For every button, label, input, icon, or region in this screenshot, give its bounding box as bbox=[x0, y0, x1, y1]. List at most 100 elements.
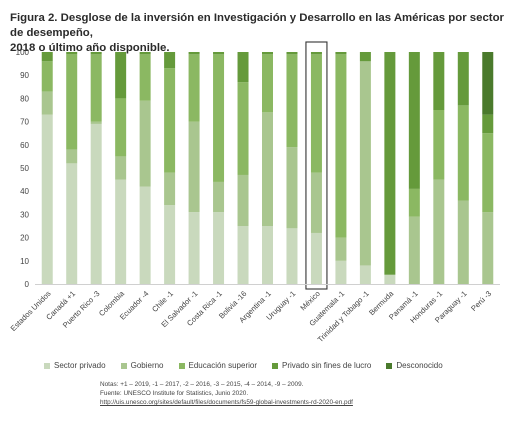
bar-segment-gobierno-panama-1 bbox=[408, 216, 420, 284]
bar-segment-privado-sin-fines-de-lucro-colombia bbox=[115, 52, 127, 99]
bar-segment-sector-privado-costa-rica-1 bbox=[213, 212, 225, 284]
bar-segment-privado-sin-fines-de-lucro-puerto-rico-3 bbox=[90, 52, 102, 55]
bar-segment-privado-sin-fines-de-lucro-canada-1 bbox=[66, 52, 78, 55]
bar-segment-sector-privado-puerto-rico-3 bbox=[90, 123, 102, 284]
bar-segment-educacion-superior-chile-1 bbox=[164, 68, 176, 173]
bar-segment-gobierno-mexico bbox=[310, 172, 322, 233]
bar-segment-educacion-superior-el-salvador-1 bbox=[188, 54, 200, 122]
y-tick-label: 50 bbox=[20, 164, 29, 173]
bar-segment-educacion-superior-panama-1 bbox=[408, 188, 420, 217]
bar-segment-educacion-superior-estados-unidos bbox=[41, 61, 53, 92]
bar-segment-privado-sin-fines-de-lucro-bolivia-16 bbox=[237, 52, 249, 83]
bar-segment-educacion-superior-peru-3 bbox=[482, 133, 494, 213]
legend-swatch-educacion-superior bbox=[178, 362, 185, 369]
legend-item-educacion-superior: Educación superior bbox=[178, 361, 257, 370]
bar-segment-sector-privado-ecuador-4 bbox=[139, 186, 151, 284]
bar-segment-sector-privado-bolivia-16 bbox=[237, 226, 249, 284]
highlight-box-mexico bbox=[305, 41, 328, 290]
y-tick-label: 90 bbox=[20, 71, 29, 80]
bar-segment-gobierno-uruguay-1 bbox=[286, 147, 298, 229]
bar-segment-privado-sin-fines-de-lucro-trinidad-y-tobago-1 bbox=[359, 52, 371, 62]
bar-segment-gobierno-paraguay-1 bbox=[457, 200, 469, 284]
bar-segment-gobierno-colombia bbox=[115, 156, 127, 180]
bar-segment-privado-sin-fines-de-lucro-mexico bbox=[310, 52, 322, 55]
bar-segment-educacion-superior-argentina-1 bbox=[262, 54, 273, 113]
bar-segment-privado-sin-fines-de-lucro-panama-1 bbox=[408, 52, 420, 189]
bar-segment-educacion-superior-honduras-1 bbox=[433, 110, 445, 180]
bar-segment-privado-sin-fines-de-lucro-honduras-1 bbox=[433, 52, 445, 110]
legend-label-privado-sin-fines: Privado sin fines de lucro bbox=[282, 361, 372, 370]
y-tick-label: 80 bbox=[20, 94, 29, 103]
bar-segment-sector-privado-argentina-1 bbox=[262, 226, 273, 284]
bar-segment-educacion-superior-ecuador-4 bbox=[139, 54, 151, 101]
bar-segment-privado-sin-fines-de-lucro-peru-3 bbox=[482, 114, 494, 134]
x-tick-label-peru-3: Perú -3 bbox=[469, 289, 493, 313]
legend-item-desconocido: Desconocido bbox=[386, 361, 443, 370]
chart-title: Figura 2. Desglose de la inversión en In… bbox=[10, 11, 515, 56]
bar-segment-privado-sin-fines-de-lucro-uruguay-1 bbox=[286, 52, 298, 55]
bar-segment-sector-privado-guatemala-1 bbox=[335, 260, 347, 284]
bar-segment-educacion-superior-puerto-rico-3 bbox=[90, 54, 102, 122]
y-tick-label: 20 bbox=[20, 234, 29, 243]
bar-segment-privado-sin-fines-de-lucro-ecuador-4 bbox=[139, 52, 151, 55]
y-tick-label: 40 bbox=[20, 187, 29, 196]
legend-item-gobierno: Gobierno bbox=[120, 361, 164, 370]
x-tick-label-estados-unidos: Estados Unidos bbox=[9, 289, 53, 333]
bar-segment-privado-sin-fines-de-lucro-bermuda bbox=[384, 52, 396, 275]
bar-segment-gobierno-chile-1 bbox=[164, 172, 176, 206]
bar-segment-privado-sin-fines-de-lucro-paraguay-1 bbox=[457, 52, 469, 106]
bar-segment-educacion-superior-colombia bbox=[115, 98, 127, 157]
bar-segment-educacion-superior-bolivia-16 bbox=[237, 82, 249, 175]
y-tick-label: 10 bbox=[20, 257, 29, 266]
legend-item-privado-sin-fines: Privado sin fines de lucro bbox=[272, 361, 371, 370]
bar-segment-educacion-superior-mexico bbox=[310, 54, 322, 173]
bar-segment-sector-privado-canada-1 bbox=[66, 163, 78, 284]
y-tick-label: 60 bbox=[20, 141, 29, 150]
source-link[interactable]: http://uis.unesco.org/sites/default/file… bbox=[100, 399, 353, 406]
bar-segment-educacion-superior-paraguay-1 bbox=[457, 105, 469, 201]
bar-segment-educacion-superior-guatemala-1 bbox=[335, 54, 347, 238]
bar-segment-privado-sin-fines-de-lucro-el-salvador-1 bbox=[188, 52, 200, 55]
legend-swatch-gobierno bbox=[120, 362, 127, 369]
bar-segment-privado-sin-fines-de-lucro-chile-1 bbox=[164, 52, 176, 69]
y-tick-label: 100 bbox=[16, 48, 30, 57]
source-line: Fuente: UNESCO Institute for Statistics,… bbox=[100, 390, 249, 397]
bar-segment-gobierno-trinidad-y-tobago-1 bbox=[359, 61, 371, 266]
bar-segment-gobierno-bolivia-16 bbox=[237, 174, 249, 226]
bar-segment-privado-sin-fines-de-lucro-costa-rica-1 bbox=[213, 52, 225, 55]
legend-label-sector-privado: Sector privado bbox=[54, 361, 106, 370]
bar-segment-desconocido-peru-3 bbox=[482, 52, 494, 115]
bar-segment-sector-privado-uruguay-1 bbox=[286, 228, 298, 284]
bar-segment-privado-sin-fines-de-lucro-argentina-1 bbox=[262, 52, 273, 55]
bar-segment-sector-privado-trinidad-y-tobago-1 bbox=[359, 265, 371, 284]
bar-segment-privado-sin-fines-de-lucro-estados-unidos bbox=[41, 52, 53, 62]
bar-segment-sector-privado-mexico bbox=[310, 232, 322, 284]
notes-line: Notas: +1 – 2019, -1 – 2017, -2 – 2016, … bbox=[100, 381, 304, 388]
y-tick-label: 70 bbox=[20, 118, 29, 127]
bar-segment-gobierno-argentina-1 bbox=[262, 112, 273, 226]
bar-segment-gobierno-el-salvador-1 bbox=[188, 121, 200, 213]
chart-title-line-2: 2018 o último año disponible. bbox=[10, 42, 170, 54]
legend-swatch-sector-privado bbox=[44, 362, 50, 369]
bar-segment-sector-privado-estados-unidos bbox=[41, 114, 53, 284]
bar-segment-gobierno-puerto-rico-3 bbox=[90, 121, 102, 124]
bar-segment-educacion-superior-uruguay-1 bbox=[286, 54, 298, 148]
x-tick-label-mexico: México bbox=[298, 289, 321, 312]
bar-segment-educacion-superior-canada-1 bbox=[66, 54, 78, 150]
bar-segment-gobierno-costa-rica-1 bbox=[213, 181, 225, 213]
bar-segment-privado-sin-fines-de-lucro-guatemala-1 bbox=[335, 52, 347, 55]
bar-segment-educacion-superior-costa-rica-1 bbox=[213, 54, 225, 182]
bar-segment-gobierno-peru-3 bbox=[482, 212, 494, 284]
y-tick-label: 0 bbox=[25, 280, 30, 289]
chart-notes: Notas: +1 – 2019, -1 – 2017, -2 – 2016, … bbox=[100, 380, 353, 407]
bar-segment-sector-privado-bermuda bbox=[384, 274, 396, 284]
bar-segment-gobierno-honduras-1 bbox=[433, 179, 445, 284]
legend-swatch-desconocido bbox=[386, 362, 393, 369]
legend-label-gobierno: Gobierno bbox=[130, 361, 164, 370]
bar-segment-gobierno-ecuador-4 bbox=[139, 100, 151, 187]
chart-title-line-1: Figura 2. Desglose de la inversión en In… bbox=[10, 12, 504, 39]
bar-segment-sector-privado-colombia bbox=[115, 179, 127, 284]
bar-segment-gobierno-guatemala-1 bbox=[335, 237, 347, 261]
bar-segment-gobierno-estados-unidos bbox=[41, 91, 53, 115]
